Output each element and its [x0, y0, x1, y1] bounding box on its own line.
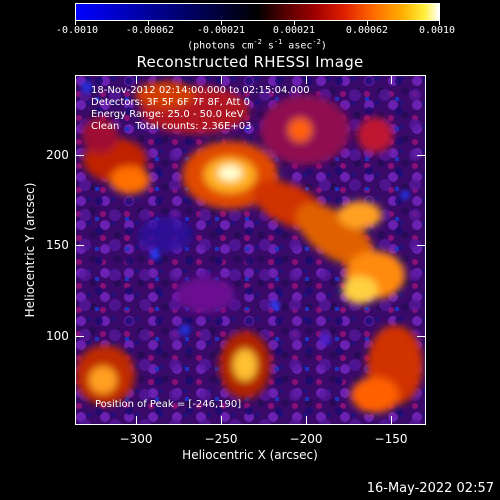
colorbar-unit-label: (photons cm-2 s-1 asec-2) — [187, 38, 327, 52]
x-tick-label: −200 — [289, 432, 323, 446]
colorbar-tick-label: 0.00062 — [345, 25, 389, 36]
x-axis-label: Heliocentric X (arcsec) — [182, 448, 318, 462]
colorbar-tick-label: 0.00021 — [272, 25, 316, 36]
x-tick-label: −300 — [119, 432, 153, 446]
info-line-2: Detectors: 3F 5F 6F 7F 8F, Att 0 — [91, 97, 250, 108]
rhessi-image: 18-Nov-2012 02:14:00.000 to 02:15:04.000… — [75, 75, 426, 425]
y-tick-label: 100 — [46, 329, 69, 343]
colorbar-tick-label: -0.00062 — [125, 25, 175, 36]
timestamp: 16-May-2022 02:57 — [366, 481, 494, 496]
plot-title: Reconstructed RHESSI Image — [136, 53, 364, 71]
colorbar — [75, 3, 440, 21]
info-line-4: Clean Total counts: 2.36E+03 — [91, 121, 251, 132]
x-tick-label: −150 — [374, 432, 408, 446]
rhessi-image-svg: 18-Nov-2012 02:14:00.000 to 02:15:04.000… — [75, 75, 426, 425]
info-line-3: Energy Range: 25.0 - 50.0 keV — [91, 109, 244, 120]
info-line-1: 18-Nov-2012 02:14:00.000 to 02:15:04.000 — [91, 85, 310, 96]
peak-position-label: Position of Peak = [-246,190] — [95, 399, 241, 410]
colorbar-tick-label: -0.0010 — [55, 25, 99, 36]
x-tick-label: −250 — [204, 432, 238, 446]
colorbar-tick-label: -0.00021 — [196, 25, 246, 36]
y-axis-label: Heliocentric Y (arcsec) — [23, 182, 37, 318]
colorbar-tick-label: 0.0010 — [418, 25, 456, 36]
y-tick-label: 150 — [46, 238, 69, 252]
y-tick-label: 200 — [46, 148, 69, 162]
